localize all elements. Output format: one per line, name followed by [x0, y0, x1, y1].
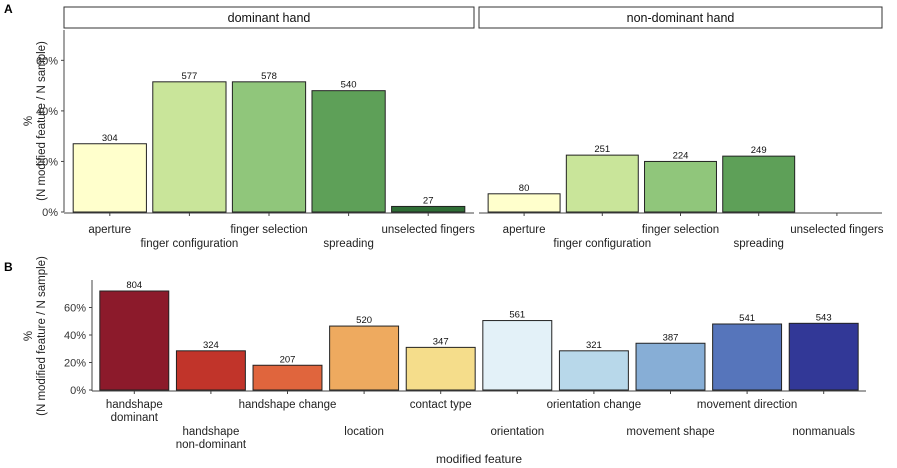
- panel-b-letter: B: [4, 260, 13, 274]
- panel-a-bar-count-label: 578: [261, 71, 277, 82]
- panel-a-x-tick-label: aperture: [88, 224, 131, 236]
- panel-a-x-tick-label: finger configuration: [140, 238, 238, 250]
- panel-b-y-axis-label-line: (N modified feature / N sample): [36, 256, 48, 416]
- panel-b-bar: [252, 364, 323, 391]
- panel-b-y-tick-label: 40%: [64, 330, 86, 342]
- panel-a-y-tick-label: 0%: [42, 207, 58, 219]
- panel-b-bar-count-label: 541: [739, 313, 755, 324]
- panel-a-x-tick-label: unselected fingers: [790, 224, 884, 236]
- panel-a-facet-label: non-dominant hand: [627, 11, 735, 25]
- panel-b-x-tick-label: dominant: [111, 412, 159, 424]
- panel-a-y-axis-label-line: (N modified feature / N sample): [36, 41, 48, 201]
- panel-b-x-tick-label: movement shape: [626, 426, 714, 438]
- panel-b-x-tick-label: orientation: [490, 426, 544, 438]
- panel-b-bar: [788, 322, 859, 391]
- panel-b-y-tick-label: 60%: [64, 303, 86, 315]
- panel-b-y-axis-label: %(N modified feature / N sample): [23, 256, 48, 416]
- panel-a-bar-count-label: 27: [423, 195, 434, 206]
- panel-a-facet-strip: [478, 6, 883, 29]
- panel-a-bar-count-label: 304: [102, 133, 118, 144]
- panel-b-x-tick-label: contact type: [410, 399, 472, 411]
- panel-b-bar: [558, 350, 629, 391]
- panel-b-x-tick-label: handshape: [106, 399, 163, 411]
- panel-b-bar-count-label: 347: [433, 336, 449, 347]
- panel-b-x-axis-label: modified feature: [436, 452, 522, 466]
- panel-a-bar: [311, 90, 386, 213]
- panel-b-bar: [99, 290, 170, 391]
- panel-a-x-tick-label: aperture: [503, 224, 546, 236]
- panel-a-chart: %(N modified feature / N sample) 0% 20% 40%…: [23, 6, 884, 250]
- panel-a-bar-count-label: 249: [751, 145, 767, 156]
- panel-b-bar-count-label: 321: [586, 340, 602, 351]
- panel-a-x-tick-label: finger configuration: [553, 238, 651, 250]
- panel-b-x-tick-label: movement direction: [697, 399, 797, 411]
- panel-a-y-axis-label-line: %: [23, 116, 35, 126]
- panel-b-x-tick-label: location: [344, 426, 384, 438]
- panel-a-facet-strip: [63, 6, 475, 29]
- panel-a-y-tick-label: 40%: [36, 106, 58, 118]
- panel-b-x-tick-label: nonmanuals: [792, 426, 855, 438]
- panel-b-bar-count-label: 324: [203, 340, 219, 351]
- panel-b-y-tick-label: 0%: [70, 385, 86, 397]
- panel-a-x-tick-label: unselected fingers: [382, 224, 476, 236]
- panel-a-bar: [487, 193, 561, 213]
- panel-a-facet-label: dominant hand: [228, 11, 311, 25]
- panel-b-bar: [175, 350, 246, 391]
- panel-a-y-tick-label: 20%: [36, 156, 58, 168]
- panel-a-bar-count-label: 251: [594, 144, 610, 155]
- panel-a-bar: [152, 81, 227, 213]
- panel-b-bar-count-label: 543: [816, 312, 832, 323]
- panel-a-bar-count-label: 224: [673, 150, 689, 161]
- panel-b-bar: [405, 346, 476, 391]
- panel-b-x-tick-label: handshape: [182, 426, 239, 438]
- panel-b-y-axis-label-line: %: [23, 331, 35, 341]
- panel-b-x-tick-label: handshape change: [239, 399, 337, 411]
- panel-a-bar-count-label: 577: [181, 71, 197, 82]
- panel-a-bar: [391, 205, 466, 213]
- panel-a-x-tick-label: spreading: [323, 238, 374, 250]
- panel-a-y-tick-label: 60%: [36, 55, 58, 67]
- panel-a-bar: [72, 143, 147, 213]
- panel-a-bar: [722, 155, 796, 213]
- panel-b-bar-count-label: 207: [280, 354, 296, 365]
- panel-a-bar: [565, 154, 639, 213]
- panel-a-bar: [231, 81, 307, 213]
- panel-b-bar: [329, 325, 400, 391]
- panel-b-y-tick-label: 20%: [64, 358, 86, 370]
- panel-a-bar-count-label: 540: [341, 80, 357, 91]
- panel-a-bar-count-label: 80: [519, 183, 530, 194]
- panel-a-y-axis-label: %(N modified feature / N sample): [23, 41, 48, 201]
- panel-b-bar: [712, 323, 783, 391]
- panel-b-bar: [635, 342, 706, 391]
- panel-b-bar-count-label: 520: [356, 315, 372, 326]
- panel-b-x-tick-label: non-dominant: [176, 439, 247, 451]
- panel-b-bar: [482, 320, 553, 391]
- panel-b-chart: %(N modified feature / N sample) 0% 20% 40%…: [23, 256, 866, 466]
- panel-b-x-tick-label: orientation change: [547, 399, 642, 411]
- panel-a-bar: [644, 160, 717, 213]
- panel-a-x-tick-label: finger selection: [230, 224, 307, 236]
- panel-b-bar-count-label: 561: [509, 310, 525, 321]
- panel-b-bar-count-label: 387: [663, 332, 679, 343]
- panel-a-x-tick-label: finger selection: [642, 224, 719, 236]
- panel-b-bar-count-label: 804: [126, 280, 142, 291]
- panel-a-letter: A: [4, 2, 13, 16]
- panel-a-x-tick-label: spreading: [733, 238, 784, 250]
